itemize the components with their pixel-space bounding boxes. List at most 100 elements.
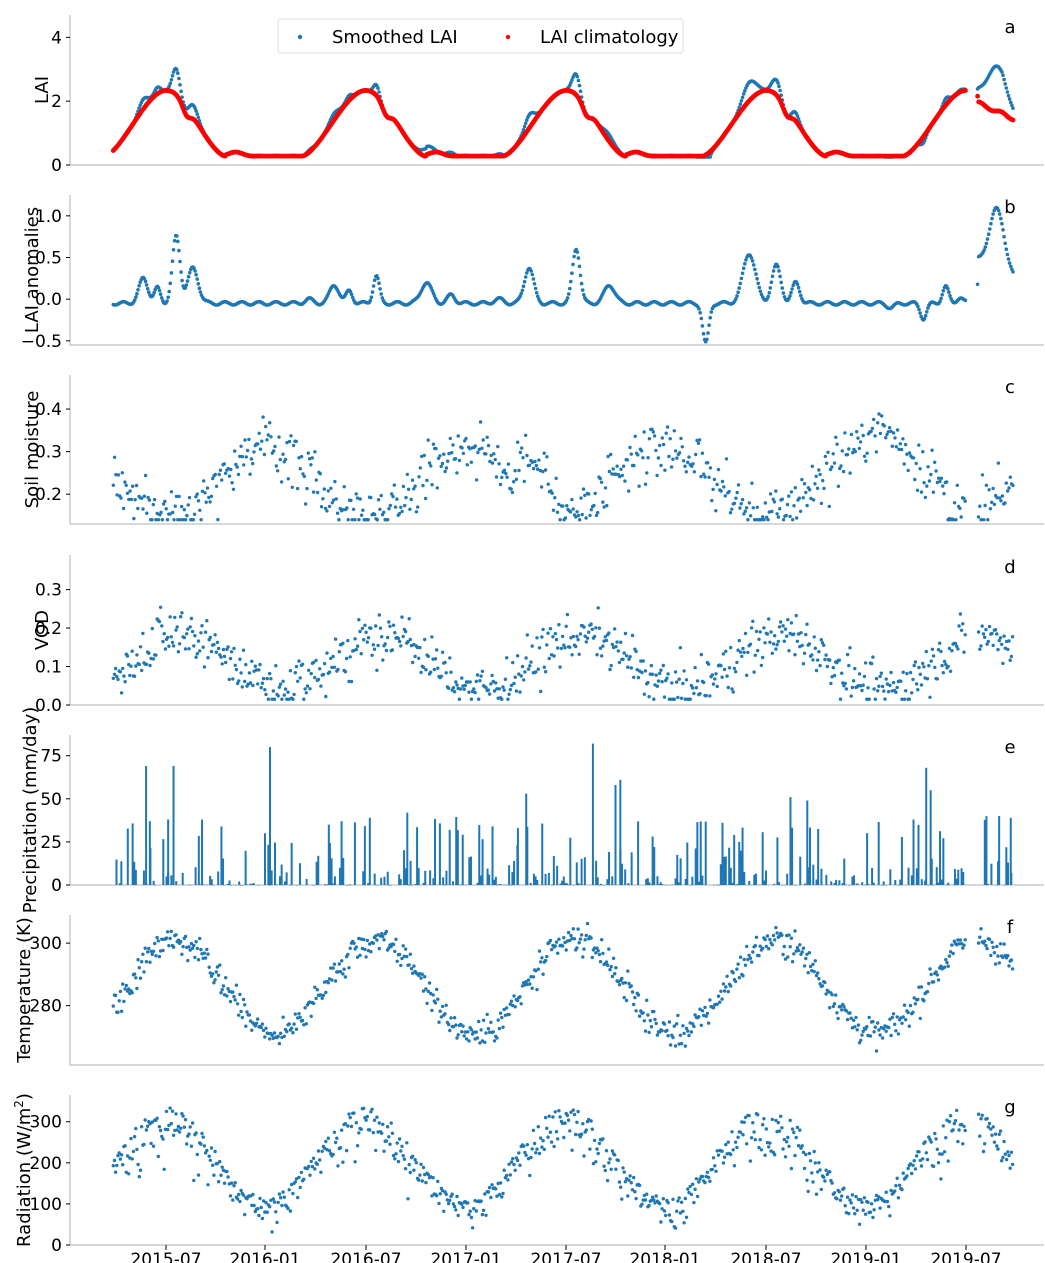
data-point (928, 695, 932, 699)
data-point (456, 1033, 460, 1037)
data-point (217, 472, 221, 477)
data-point (179, 615, 183, 619)
data-point (742, 957, 746, 962)
data-point (554, 940, 559, 944)
data-point (989, 953, 993, 958)
data-point (233, 449, 237, 453)
data-point (711, 1006, 716, 1010)
data-point (407, 617, 411, 621)
data-point (274, 664, 278, 668)
data-point (569, 81, 573, 85)
precip-bar (897, 884, 900, 886)
data-point (466, 1030, 470, 1034)
precip-bar (325, 884, 328, 886)
y-tick-label: 0 (51, 876, 62, 896)
data-point (566, 292, 571, 296)
precip-bar (417, 868, 420, 885)
data-point (286, 477, 290, 481)
precip-bar (830, 881, 833, 885)
data-point (944, 957, 948, 962)
data-point (235, 465, 239, 469)
data-point (537, 949, 542, 953)
data-point (571, 262, 575, 267)
data-point (245, 448, 250, 453)
precip-bar (461, 834, 464, 885)
data-point (364, 630, 368, 634)
data-point (867, 697, 871, 701)
data-point (560, 634, 565, 639)
data-point (668, 437, 672, 441)
data-point (941, 671, 945, 675)
precip-bar (820, 868, 823, 885)
data-point (874, 676, 879, 681)
data-point (343, 975, 348, 979)
data-point (629, 666, 633, 670)
data-point (601, 951, 605, 956)
data-point (872, 1030, 876, 1034)
data-point (344, 656, 349, 661)
data-point (664, 431, 668, 435)
data-point (399, 505, 403, 509)
data-point (221, 984, 226, 988)
data-point (947, 954, 952, 958)
data-point (645, 998, 649, 1002)
data-point (845, 452, 850, 457)
data-point (438, 1009, 442, 1013)
precip-bar (429, 870, 432, 885)
data-point (596, 510, 600, 515)
data-point (819, 501, 824, 506)
data-point (404, 495, 408, 500)
data-point (620, 976, 624, 981)
precip-bar (1006, 862, 1009, 885)
data-point (147, 651, 151, 655)
data-point (746, 518, 750, 522)
precip-bar (575, 862, 578, 885)
data-point (305, 486, 309, 491)
data-point (264, 1026, 268, 1031)
data-point (433, 1001, 438, 1005)
data-point (691, 462, 695, 466)
y-tick-label: 75 (40, 747, 62, 767)
data-point (869, 661, 874, 666)
data-point (145, 950, 150, 954)
data-point (497, 1026, 502, 1031)
data-point (485, 435, 489, 439)
data-point (758, 289, 763, 294)
data-point (116, 1010, 120, 1014)
y-axis-label: LAI (32, 76, 53, 104)
data-point (710, 673, 714, 677)
data-point (315, 988, 319, 992)
precip-bar (212, 884, 215, 886)
data-point (781, 291, 786, 295)
data-point (1007, 97, 1012, 101)
data-point (496, 444, 500, 449)
data-point (443, 1012, 447, 1016)
precip-bar (411, 884, 414, 886)
precip-bar (985, 816, 988, 885)
data-point (692, 691, 696, 696)
data-point (756, 648, 760, 653)
data-point (649, 663, 654, 668)
data-point (806, 971, 810, 975)
precip-bar (627, 883, 630, 885)
data-point (511, 660, 515, 665)
data-point (668, 1043, 673, 1047)
data-point (857, 672, 862, 676)
data-point (202, 951, 207, 955)
data-point (887, 1025, 891, 1030)
data-point (443, 469, 447, 474)
data-point (754, 272, 758, 276)
data-point (941, 289, 946, 293)
data-point (444, 466, 449, 470)
data-point (136, 506, 140, 511)
data-point (525, 633, 529, 637)
precip-bar (630, 852, 633, 885)
data-point (180, 504, 184, 509)
precip-bar (799, 856, 802, 885)
data-point (678, 1033, 683, 1038)
precip-bar (866, 833, 869, 885)
data-point (795, 516, 799, 520)
data-point (608, 968, 612, 972)
data-point (751, 619, 755, 623)
data-point (1010, 103, 1014, 108)
